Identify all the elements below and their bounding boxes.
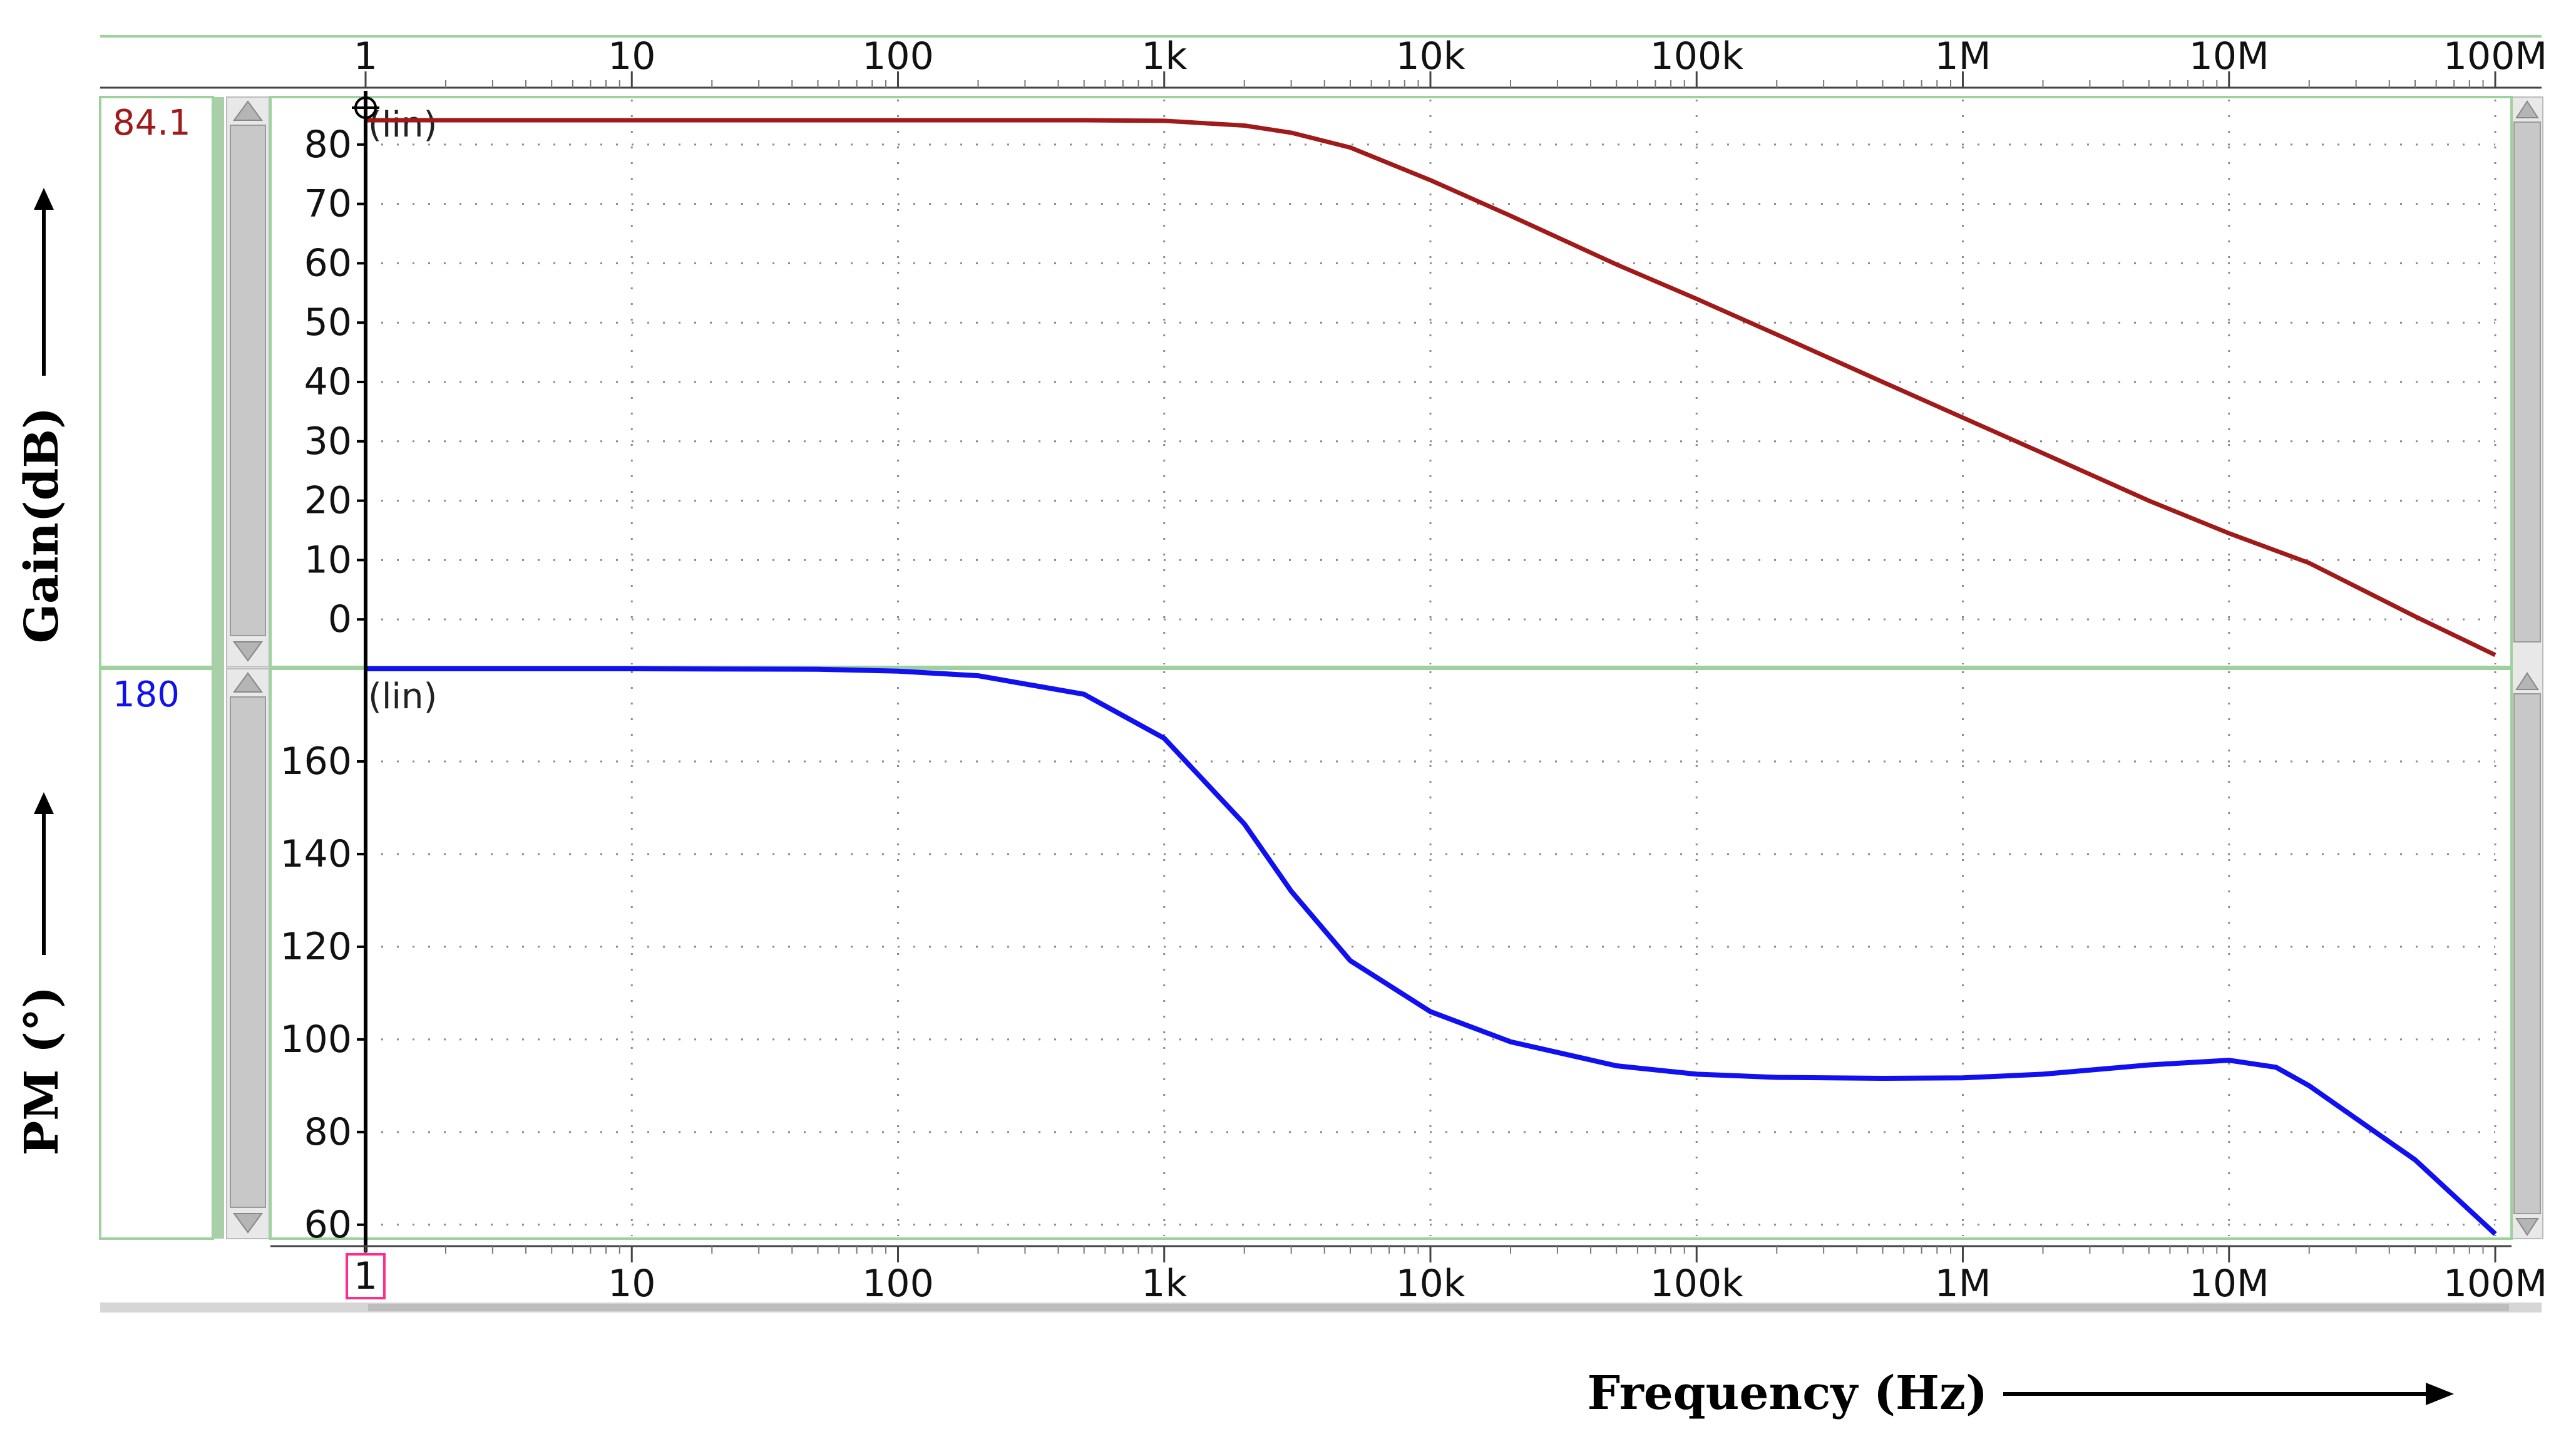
x-tick-label: 1M xyxy=(1935,1262,1991,1306)
gain-scroll-up-arrow[interactable] xyxy=(233,100,263,121)
bottom-scroll-thumb[interactable] xyxy=(368,1304,2509,1311)
phase-y-ticks: 60 80 100 120 140 160 xyxy=(280,740,366,1247)
x-tick-label: 10k xyxy=(1395,1262,1465,1306)
top-axis-ticks xyxy=(364,71,2496,88)
phase-axis-label-group: PM (°) xyxy=(15,792,69,1155)
gain-y-tick-label: 80 xyxy=(304,123,352,167)
gain-axis-label-group: Gain(dB) xyxy=(15,188,69,643)
gain-y-ticks: 0 10 20 30 40 50 60 70 80 xyxy=(304,123,366,641)
left-splitter[interactable] xyxy=(213,97,224,1239)
x-tick-label: 100M xyxy=(2443,1262,2547,1306)
gain-cursor-value: 84.1 xyxy=(113,103,191,143)
gain-y-tick-label: 30 xyxy=(304,420,352,463)
gain-y-tick-label: 10 xyxy=(304,538,352,582)
x-tick-label: 1k xyxy=(1141,1262,1187,1306)
phase-right-down-arrow[interactable] xyxy=(2515,1218,2539,1236)
phase-panel xyxy=(269,668,2513,1240)
phase-y-tick-label: 160 xyxy=(280,740,352,783)
right-scrollbar[interactable] xyxy=(2511,96,2543,1239)
gain-scale-tag: (lin) xyxy=(368,105,437,145)
phase-scroll-down-arrow[interactable] xyxy=(233,1213,263,1234)
phase-right-up-arrow[interactable] xyxy=(2515,672,2539,690)
cursor-marker-box[interactable] xyxy=(346,1253,386,1299)
x-tick-label: 100k xyxy=(1650,1262,1744,1306)
cursor-marker-label: 1 xyxy=(354,1254,377,1298)
gain-y-tick-label: 50 xyxy=(304,301,352,344)
phase-cursor-value: 180 xyxy=(113,674,180,715)
gain-scroll-down-arrow[interactable] xyxy=(233,641,263,662)
x-tick-label: 1M xyxy=(1935,34,1991,78)
x-tick-label: 10M xyxy=(2189,34,2269,78)
phase-readout-box xyxy=(99,668,214,1240)
gain-readout-box xyxy=(99,96,214,668)
gain-panel xyxy=(269,96,2513,668)
gain-grid xyxy=(366,100,2496,664)
phase-y-tick-label: 80 xyxy=(304,1110,352,1154)
x-tick-label: 1k xyxy=(1141,34,1187,78)
x-tick-label: 10M xyxy=(2189,1262,2269,1306)
x-tick-label: 100 xyxy=(862,1262,934,1306)
x-tick-label: 10 xyxy=(608,1262,655,1306)
gain-y-tick-label: 70 xyxy=(304,182,352,226)
phase-axis-label: PM (°) xyxy=(15,986,69,1155)
top-axis-labels: 1 10 100 1k 10k 100k 1M 10M 100M xyxy=(354,34,2547,78)
x-tick-label: 100k xyxy=(1650,34,1744,78)
phase-scroll-up-arrow[interactable] xyxy=(233,672,263,693)
x-tick-label: 1 xyxy=(354,34,377,78)
phase-scroll-thumb[interactable] xyxy=(230,696,266,1208)
cursor-crosshair-icon[interactable] xyxy=(352,94,379,121)
phase-y-tick-label: 100 xyxy=(280,1018,352,1061)
phase-y-tick-label: 140 xyxy=(280,832,352,876)
phase-grid xyxy=(366,671,2496,1236)
x-tick-label: 100M xyxy=(2443,34,2547,78)
phase-scale-tag: (lin) xyxy=(368,676,437,717)
x-tick-label: 10 xyxy=(608,34,655,78)
x-tick-label: 100 xyxy=(862,34,934,78)
readout-column: 84.1 180 xyxy=(99,96,214,1240)
gain-y-tick-label: 20 xyxy=(304,479,352,523)
gain-series-line xyxy=(366,118,2496,658)
frequency-axis-label: Frequency (Hz) xyxy=(1587,1366,1988,1420)
phase-scrollbar[interactable] xyxy=(226,668,270,1239)
phase-y-tick-label: 60 xyxy=(304,1203,352,1247)
gain-scrollbar[interactable] xyxy=(226,96,270,668)
phase-right-thumb[interactable] xyxy=(2513,693,2541,1214)
phase-y-tick-label: 120 xyxy=(280,925,352,969)
phase-series-line xyxy=(366,666,2497,1236)
gain-axis-label: Gain(dB) xyxy=(15,407,69,643)
gain-right-up-arrow[interactable] xyxy=(2515,100,2539,118)
top-axis: 1 10 100 1k 10k 100k 1M 10M 100M xyxy=(100,34,2547,89)
frequency-axis-arrow-icon xyxy=(2003,1383,2454,1405)
bottom-axis: 1 10 100 1k 10k 100k 1M 10M 100M xyxy=(100,1245,2547,1313)
gain-y-tick-label: 0 xyxy=(328,597,352,641)
gain-y-tick-label: 60 xyxy=(304,241,352,285)
x-tick-label: 10k xyxy=(1395,34,1465,78)
bottom-axis-ticks xyxy=(364,1246,2496,1262)
gain-scroll-thumb[interactable] xyxy=(230,125,266,636)
gain-y-tick-label: 40 xyxy=(304,360,352,404)
gain-right-thumb[interactable] xyxy=(2513,121,2541,642)
